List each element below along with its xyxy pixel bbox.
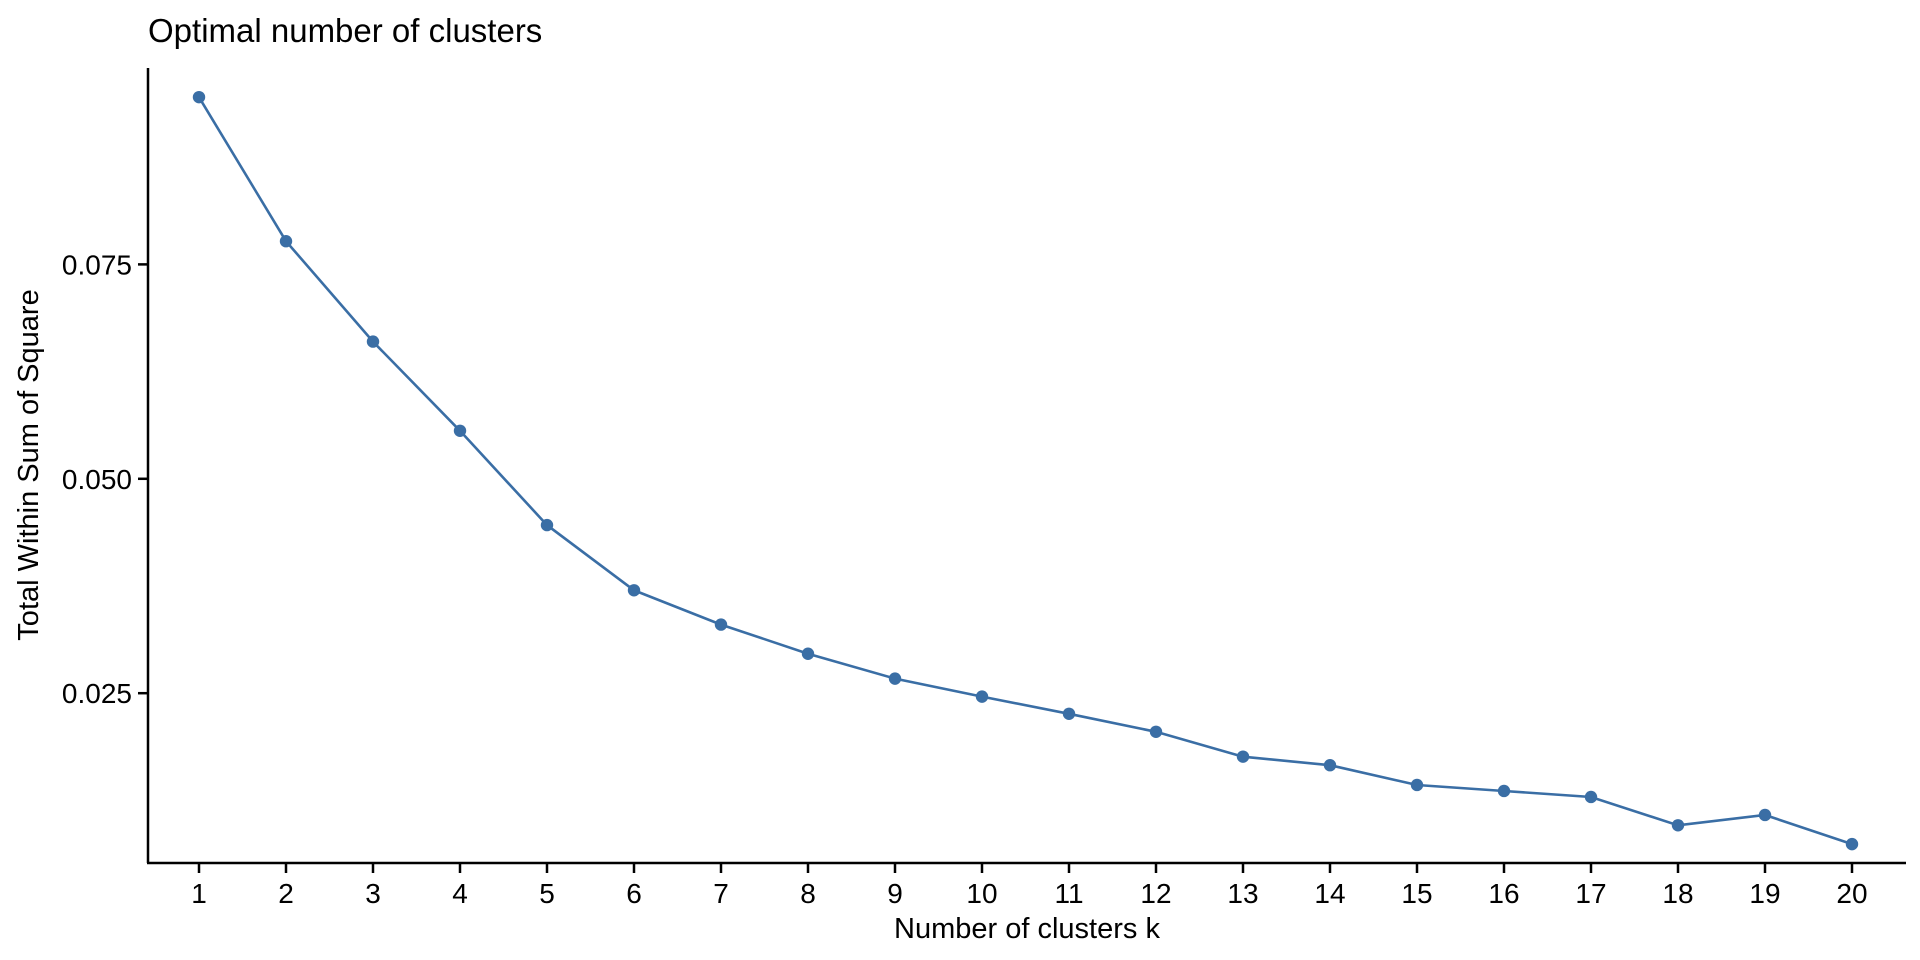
data-point	[1758, 808, 1772, 822]
x-tick-label: 9	[887, 878, 903, 909]
data-point	[1323, 759, 1337, 772]
x-tick-label: 20	[1836, 878, 1867, 909]
x-tick-label: 1	[191, 878, 207, 909]
y-tick-label: 0.025	[62, 678, 132, 709]
x-tick-label: 7	[713, 878, 729, 909]
data-point	[801, 647, 815, 660]
x-tick-label: 19	[1749, 878, 1780, 909]
x-tick-label: 8	[800, 878, 816, 909]
x-tick-label: 13	[1227, 878, 1258, 909]
x-tick-label: 6	[626, 878, 642, 909]
data-point	[1584, 790, 1598, 804]
data-point	[975, 690, 989, 703]
x-tick-label: 16	[1488, 878, 1519, 909]
data-point	[1410, 778, 1424, 792]
data-point	[366, 335, 380, 348]
series-layer	[192, 90, 1859, 851]
x-ticks: 1 2 3 4 5 6 7 8 9 10 11 12 13 14 15 16 17 18 19 20	[191, 863, 1868, 909]
x-tick-label: 14	[1314, 878, 1345, 909]
data-point	[279, 235, 293, 248]
data-point	[1671, 819, 1685, 832]
x-tick-label: 10	[966, 878, 997, 909]
data-point	[888, 672, 902, 685]
x-tick-label: 2	[278, 878, 294, 909]
x-tick-label: 5	[539, 878, 555, 909]
data-point	[453, 424, 467, 437]
x-tick-label: 3	[365, 878, 381, 909]
data-point	[1062, 707, 1076, 720]
x-tick-label: 11	[1054, 878, 1083, 909]
chart-title: Optimal number of clusters	[148, 12, 542, 49]
y-axis-title: Total Within Sum of Square	[13, 289, 45, 640]
x-tick-label: 15	[1401, 878, 1432, 909]
x-axis-title: Number of clusters k	[894, 913, 1160, 945]
data-point	[1236, 750, 1250, 763]
data-point	[1497, 784, 1511, 798]
axes	[146, 68, 1906, 865]
x-tick-label: 18	[1662, 878, 1693, 909]
y-tick-label: 0.075	[62, 249, 132, 280]
data-point	[627, 584, 641, 597]
data-point	[1149, 725, 1163, 738]
data-point	[540, 518, 554, 532]
data-point	[1845, 837, 1859, 851]
x-tick-label: 12	[1140, 878, 1171, 909]
y-ticks: 0.025 0.050 0.075	[62, 249, 148, 709]
data-point	[714, 618, 728, 631]
series-line	[197, 96, 1853, 846]
y-tick-label: 0.050	[62, 464, 132, 495]
data-point	[192, 90, 206, 104]
x-tick-label: 17	[1575, 878, 1606, 909]
x-tick-label: 4	[452, 878, 468, 909]
